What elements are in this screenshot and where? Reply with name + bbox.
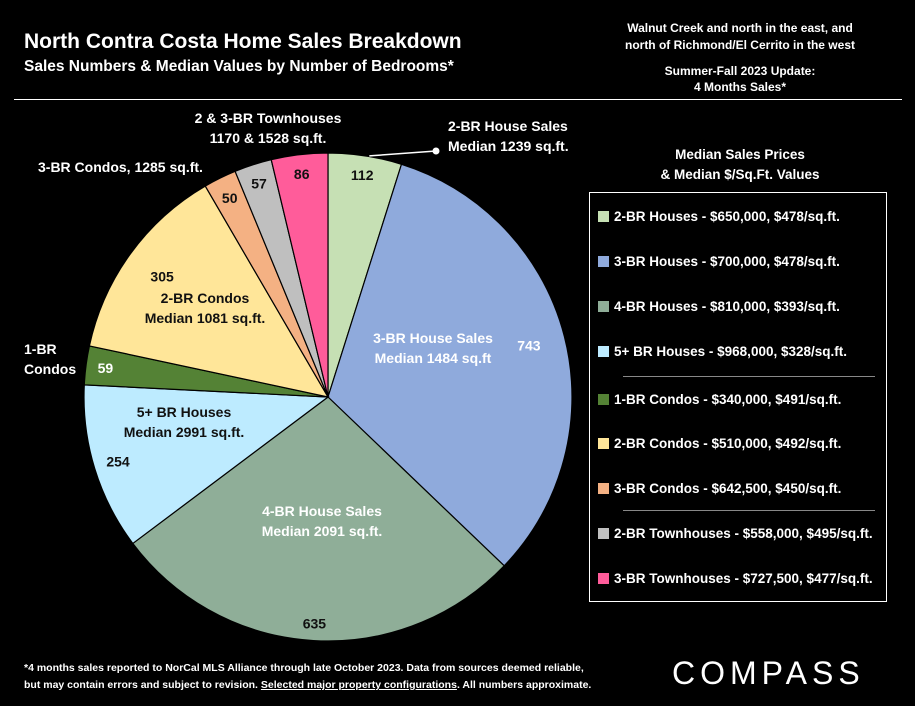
category-label-br3_house-1: 3-BR House Sales <box>373 330 493 346</box>
category-label-br4_house-2: Median 2091 sq.ft. <box>262 523 383 539</box>
legend-separator-2 <box>623 510 875 511</box>
category-label-br2_house-1: 2-BR House Sales <box>448 118 568 134</box>
legend-item-5: 1-BR Condos - $340,000, $491/sq.ft. <box>598 389 841 409</box>
chart-subtitle: Sales Numbers & Median Values by Number … <box>24 58 454 75</box>
legend-swatch-6 <box>598 437 609 449</box>
legend-text-8: 2-BR Townhouses - $558,000, $495/sq.ft. <box>614 525 873 541</box>
category-label-br1_condo-1: 1-BR <box>24 341 57 357</box>
legend-item-9: 3-BR Townhouses - $727,500, $477/sq.ft. <box>598 568 873 588</box>
footnote: *4 months sales reported to NorCal MLS A… <box>24 660 591 694</box>
legend-swatch-9 <box>598 572 609 584</box>
footnote-line-1: *4 months sales reported to NorCal MLS A… <box>24 662 584 674</box>
legend-item-8: 2-BR Townhouses - $558,000, $495/sq.ft. <box>598 523 873 543</box>
value-label-br3_town: 86 <box>294 166 310 182</box>
region-line-2: north of Richmond/El Cerrito in the west <box>624 38 855 52</box>
legend-swatch-2 <box>598 255 609 267</box>
value-label-br3_house: 743 <box>517 338 541 354</box>
chart-title: North Contra Costa Home Sales Breakdown <box>24 30 462 53</box>
pie-slice-br3_town <box>270 152 329 398</box>
value-label-br2_house: 112 <box>351 167 374 183</box>
category-label-br3_house-2: Median 1484 sq.ft <box>375 350 492 366</box>
legend-text-2: 3-BR Houses - $700,000, $478/sq.ft. <box>614 253 840 269</box>
pie-slice-br5_house <box>83 384 330 545</box>
legend-item-4: 5+ BR Houses - $968,000, $328/sq.ft. <box>598 341 847 361</box>
legend-text-3: 4-BR Houses - $810,000, $393/sq.ft. <box>614 298 840 314</box>
value-label-br2_condo: 305 <box>150 269 174 285</box>
update-line-1: Summer-Fall 2023 Update: <box>664 64 816 78</box>
legend-text-4: 5+ BR Houses - $968,000, $328/sq.ft. <box>614 343 847 359</box>
legend-swatch-1 <box>598 210 609 222</box>
legend-title-line-1: Median Sales Prices <box>675 147 805 162</box>
category-label-br4_house-1: 4-BR House Sales <box>262 503 382 519</box>
compass-logo: COMPASS <box>672 655 865 691</box>
pie-slice-br3_house <box>327 163 573 567</box>
legend-item-2: 3-BR Houses - $700,000, $478/sq.ft. <box>598 251 840 271</box>
pie-slice-br4_house <box>131 396 506 642</box>
update-line-2: 4 Months Sales* <box>693 80 787 94</box>
value-label-br1_condo: 59 <box>98 360 114 376</box>
legend-item-6: 2-BR Condos - $510,000, $492/sq.ft. <box>598 433 841 453</box>
footnote-link: Selected major property configurations <box>260 679 457 691</box>
region-note: Walnut Creek and north in the east, and … <box>590 20 890 54</box>
legend: 2-BR Houses - $650,000, $478/sq.ft. 3-BR … <box>589 192 887 602</box>
category-label-br2_condo-2: Median 1081 sq.ft. <box>145 310 266 326</box>
legend-title-line-2: & Median $/Sq.Ft. Values <box>660 167 820 182</box>
category-label-br5_house-1: 5+ BR Houses <box>137 404 232 420</box>
value-label-br5_house: 254 <box>106 453 130 469</box>
pie-slice-br2_condo <box>88 185 330 398</box>
group-label-townhouses-2: 1170 & 1528 sq.ft. <box>210 130 327 146</box>
legend-item-3: 4-BR Houses - $810,000, $393/sq.ft. <box>598 296 840 316</box>
legend-text-1: 2-BR Houses - $650,000, $478/sq.ft. <box>614 208 840 224</box>
leader-line-br2_house <box>369 150 437 157</box>
legend-swatch-7 <box>598 482 609 494</box>
legend-swatch-8 <box>598 527 609 539</box>
footnote-text-b: . All numbers approximate. <box>456 679 592 691</box>
group-label-townhouses-1: 2 & 3-BR Townhouses <box>195 110 342 126</box>
category-label-br3_condo-1: 3-BR Condos, 1285 sq.ft. <box>38 159 203 175</box>
category-label-br1_condo-2: Condos <box>24 361 76 377</box>
legend-text-7: 3-BR Condos - $642,500, $450/sq.ft. <box>614 480 842 496</box>
category-label-br2_condo-1: 2-BR Condos <box>161 290 250 306</box>
value-label-br2_town: 57 <box>251 175 267 191</box>
legend-title: Median Sales Prices & Median $/Sq.Ft. Va… <box>600 145 880 185</box>
legend-swatch-4 <box>598 345 609 357</box>
footnote-line-2: but may contain errors and subject to re… <box>24 677 591 694</box>
region-line-1: Walnut Creek and north in the east, and <box>627 21 853 35</box>
update-note: Summer-Fall 2023 Update: 4 Months Sales* <box>590 63 890 95</box>
value-label-br4_house: 635 <box>303 616 327 632</box>
footnote-text-a: but may contain errors and subject to re… <box>24 679 261 691</box>
legend-item-1: 2-BR Houses - $650,000, $478/sq.ft. <box>598 206 840 226</box>
leader-dot-br2_house <box>432 147 440 155</box>
legend-swatch-5 <box>598 393 609 405</box>
header-divider <box>14 99 902 100</box>
legend-text-5: 1-BR Condos - $340,000, $491/sq.ft. <box>614 391 842 407</box>
legend-item-7: 3-BR Condos - $642,500, $450/sq.ft. <box>598 478 841 498</box>
legend-swatch-3 <box>598 300 609 312</box>
legend-text-9: 3-BR Townhouses - $727,500, $477/sq.ft. <box>614 570 873 586</box>
value-label-br3_condo: 50 <box>222 190 238 206</box>
legend-text-6: 2-BR Condos - $510,000, $492/sq.ft. <box>614 435 842 451</box>
category-label-br5_house-2: Median 2991 sq.ft. <box>124 424 245 440</box>
category-label-br2_house-2: Median 1239 sq.ft. <box>448 138 569 154</box>
legend-separator-1 <box>623 376 875 377</box>
